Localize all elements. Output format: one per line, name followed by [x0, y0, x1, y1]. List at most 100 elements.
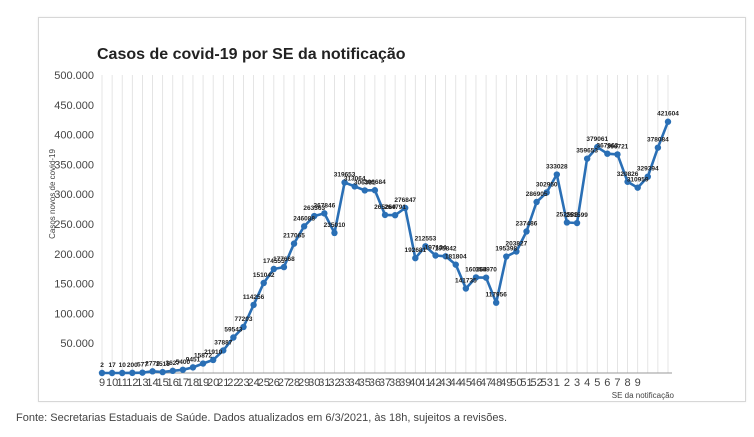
data-label: 320826 [617, 171, 639, 178]
x-tick-label: 51 [520, 377, 532, 389]
data-point [634, 184, 641, 191]
data-point [240, 323, 247, 331]
y-tick-label: 250.000 [54, 219, 94, 231]
x-tick-label: 47 [480, 377, 492, 389]
data-point [422, 243, 429, 250]
data-label: 200 [127, 362, 138, 369]
data-label: 141735 [455, 278, 477, 285]
x-tick-label: 30 [308, 377, 320, 389]
data-point [351, 183, 358, 190]
x-tick-label: 13 [136, 377, 148, 389]
data-label: 237486 [516, 220, 538, 227]
data-label: 151042 [253, 272, 275, 279]
x-tick-label: 1 [554, 377, 560, 389]
x-tick-label: 31 [318, 377, 330, 389]
data-label: 421604 [657, 111, 679, 118]
x-tick-label: 32 [328, 377, 340, 389]
data-point [321, 210, 328, 217]
chart-title: Casos de covid-19 por SE da notificação [97, 46, 406, 63]
x-tick-label: 38 [389, 377, 401, 389]
data-label: 195398 [495, 246, 517, 253]
data-point [108, 369, 116, 377]
data-point [149, 368, 156, 375]
data-label: 276847 [394, 197, 416, 204]
data-point [472, 274, 480, 281]
x-tick-label: 41 [419, 377, 431, 389]
x-tick-label: 29 [298, 377, 310, 389]
x-tick-label: 14 [146, 377, 158, 389]
data-point [432, 252, 439, 259]
x-tick-label: 9 [635, 377, 641, 389]
data-label: 159970 [475, 267, 497, 274]
data-point [482, 274, 490, 281]
x-tick-label: 5 [594, 377, 600, 389]
data-point [260, 279, 267, 287]
x-tick-label: 19 [197, 377, 209, 389]
x-tick-label: 27 [278, 377, 290, 389]
data-label: 310959 [627, 177, 649, 184]
data-point [179, 366, 187, 373]
data-label: 2 [100, 362, 104, 369]
chart-frame [38, 17, 746, 402]
x-tick-label: 50 [510, 377, 522, 389]
data-point [543, 189, 550, 196]
data-label: 264791 [384, 204, 406, 211]
data-label: 1515 [155, 361, 170, 368]
data-point [250, 301, 257, 309]
data-label: 5400 [176, 359, 191, 366]
data-label: 329394 [637, 166, 659, 173]
data-label: 246088 [293, 215, 315, 222]
data-label: 577 [137, 362, 148, 369]
data-label: 160364 [465, 266, 487, 273]
data-point [533, 198, 540, 206]
data-point [604, 150, 611, 157]
x-tick-label: 35 [359, 377, 371, 389]
data-label: 267846 [314, 202, 336, 209]
x-tick-label: 16 [167, 377, 179, 389]
data-label: 174555 [263, 258, 285, 265]
x-tick-label: 3 [574, 377, 580, 389]
data-point [412, 254, 419, 262]
data-label: 197134 [425, 245, 447, 252]
y-tick-label: 400.000 [54, 130, 94, 142]
x-tick-label: 8 [625, 377, 631, 389]
x-tick-label: 18 [187, 377, 199, 389]
data-point [614, 151, 621, 158]
x-tick-label: 37 [379, 377, 391, 389]
data-label: 367963 [597, 143, 619, 150]
x-tick-label: 45 [460, 377, 472, 389]
data-label: 77203 [234, 316, 252, 323]
data-label: 265269 [374, 204, 396, 211]
gridlines [101, 75, 669, 373]
data-point [280, 263, 288, 271]
data-point [341, 179, 348, 186]
data-point [553, 171, 561, 178]
x-tick-label: 20 [207, 377, 219, 389]
data-label: 212553 [415, 235, 437, 242]
x-tick-label: 40 [409, 377, 421, 389]
data-label: 313064 [344, 175, 366, 182]
x-tick-label: 22 [227, 377, 239, 389]
x-tick-label: 23 [237, 377, 249, 389]
x-tick-label: 34 [349, 377, 361, 389]
data-label: 306381 [354, 179, 376, 186]
x-tick-label: 36 [369, 377, 381, 389]
x-tick-label: 53 [541, 377, 553, 389]
x-tick-label: 12 [126, 377, 138, 389]
data-label: 15872 [194, 353, 212, 360]
data-point [311, 212, 318, 220]
x-tick-label: 33 [338, 377, 350, 389]
y-tick-label: 200.000 [54, 249, 94, 261]
data-label: 9451 [186, 356, 201, 363]
x-tick-label: 46 [470, 377, 482, 389]
data-label: 59543 [224, 327, 242, 334]
data-label: 21910 [204, 349, 222, 356]
data-point [462, 285, 470, 292]
data-point [664, 118, 672, 125]
x-tick-label: 42 [429, 377, 441, 389]
data-point [452, 261, 459, 268]
data-label: 117956 [486, 292, 508, 299]
x-axis-label: SE da notificação [612, 391, 675, 400]
source-note: Fonte: Secretarias Estaduais de Saúde. D… [16, 412, 508, 424]
